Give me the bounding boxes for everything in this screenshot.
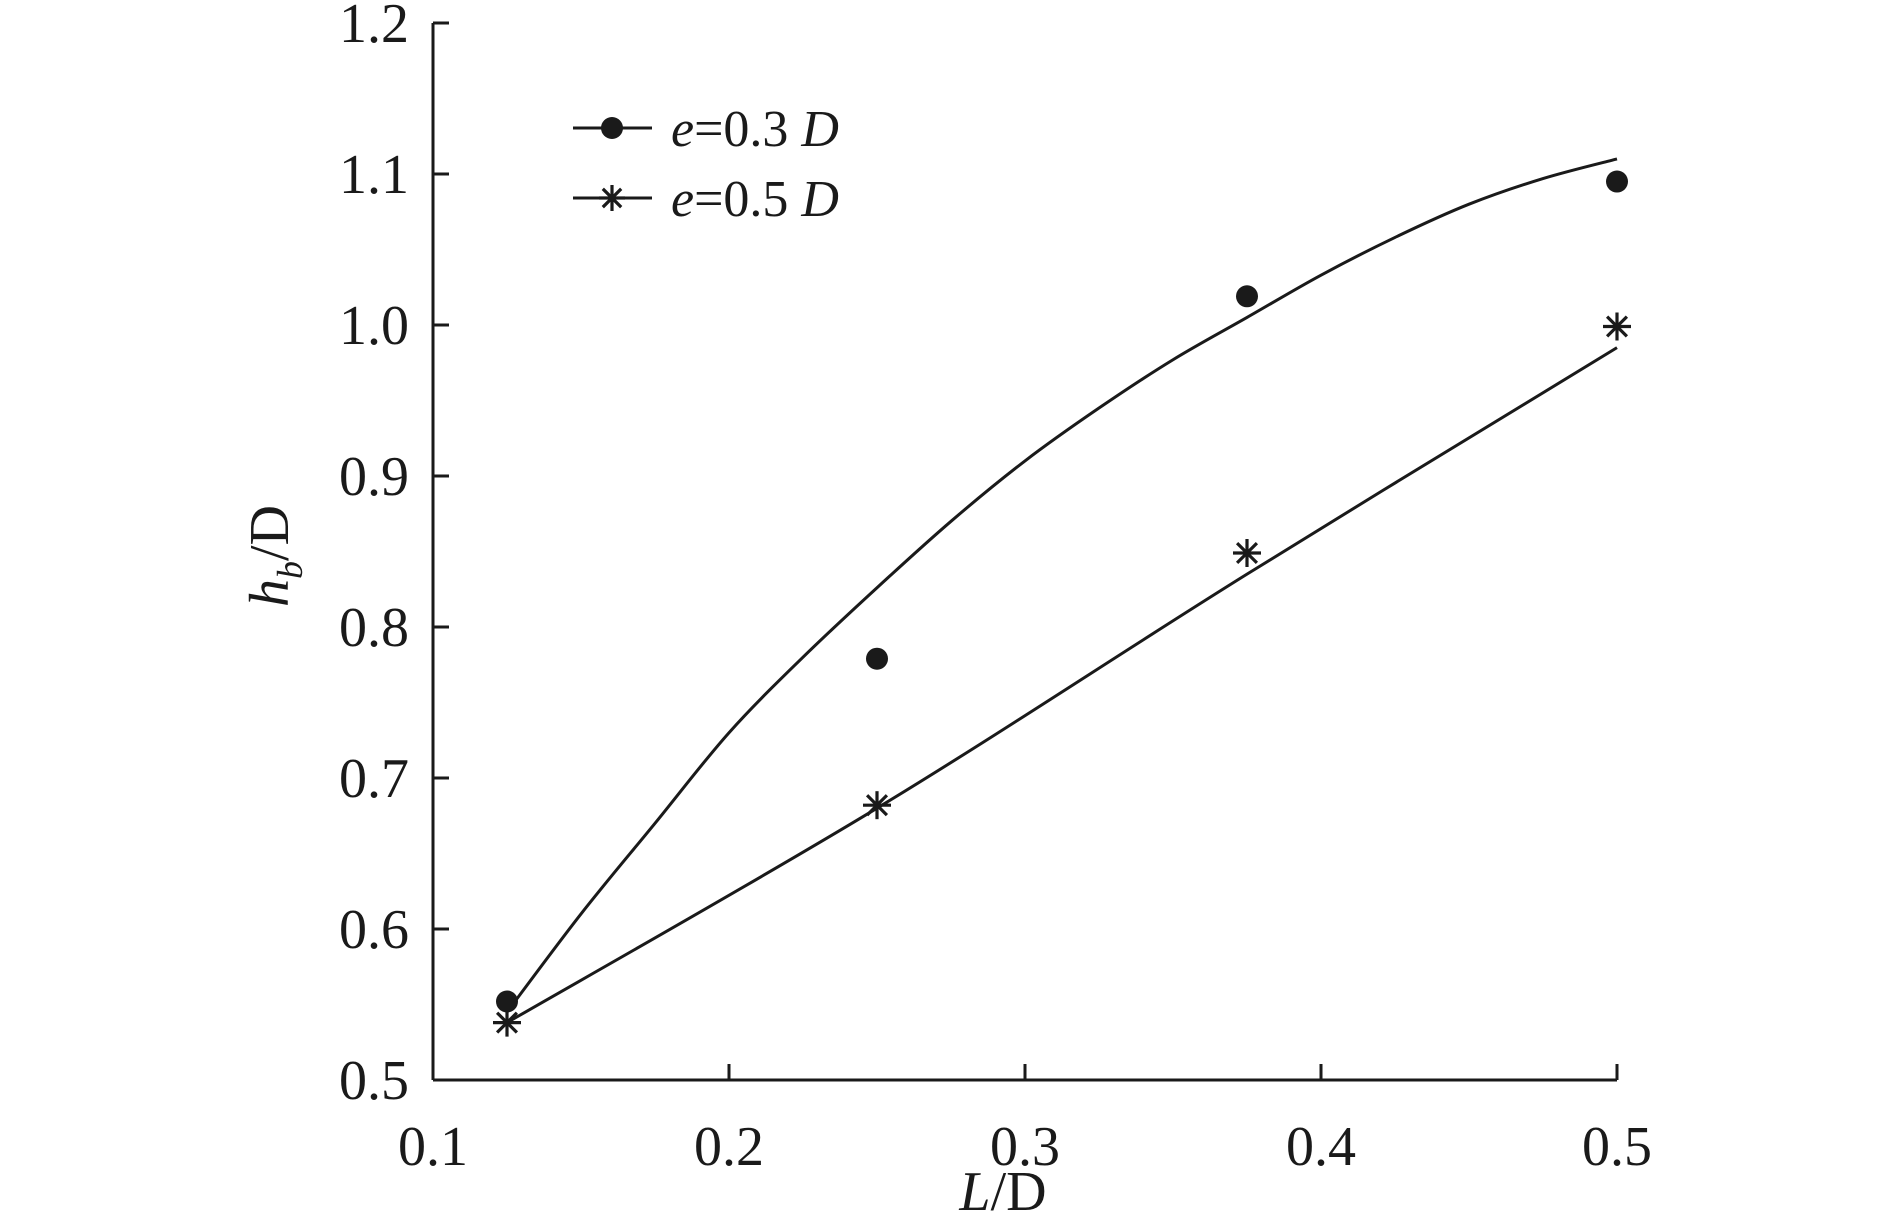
point-series-2 bbox=[1603, 312, 1631, 341]
fit-curve-series-2 bbox=[506, 346, 1618, 1024]
ticks: 0.1 0.2 0.3 0.4 0.5 0.5 0.6 0.7 0.8 0.9 1.0 1.1 1.2 bbox=[339, 0, 1652, 1178]
legend: e=0.3 D e=0.5 D bbox=[573, 101, 839, 228]
point-series-1 bbox=[866, 647, 888, 670]
y-tick-label: 1.0 bbox=[339, 295, 409, 357]
y-tick-label: 1.2 bbox=[339, 0, 409, 55]
point-series-1 bbox=[496, 990, 518, 1013]
point-series-1 bbox=[1236, 285, 1258, 308]
x-tick-label: 0.1 bbox=[398, 1116, 468, 1178]
x-tick-label: 0.2 bbox=[694, 1116, 764, 1178]
x-tick-label: 0.5 bbox=[1582, 1116, 1652, 1178]
point-series-2 bbox=[1233, 539, 1261, 568]
fit-curves bbox=[505, 157, 1618, 1024]
legend-marker-asterisk bbox=[599, 185, 625, 211]
point-series-1 bbox=[1606, 170, 1628, 193]
axes bbox=[431, 23, 1617, 1082]
y-axis-label: hb/D bbox=[239, 505, 310, 607]
y-tick-label: 0.7 bbox=[339, 748, 409, 810]
x-tick-label: 0.4 bbox=[1286, 1116, 1356, 1178]
data-markers bbox=[493, 170, 1631, 1037]
legend-marker-circle bbox=[601, 117, 623, 139]
legend-label-2: e=0.5 D bbox=[671, 171, 839, 228]
point-series-2 bbox=[863, 791, 891, 820]
point-series-2 bbox=[493, 1008, 521, 1037]
y-tick-label: 0.5 bbox=[339, 1050, 409, 1112]
y-tick-label: 1.1 bbox=[339, 144, 409, 206]
y-tick-label: 0.8 bbox=[339, 597, 409, 659]
x-tick-label: 0.3 bbox=[990, 1116, 1060, 1178]
y-tick-label: 0.6 bbox=[339, 899, 409, 961]
y-tick-label: 0.9 bbox=[339, 446, 409, 508]
x-axis-label: L/D bbox=[958, 1161, 1046, 1223]
legend-label-1: e=0.3 D bbox=[671, 101, 839, 158]
fit-curve-series-1 bbox=[505, 157, 1618, 1013]
